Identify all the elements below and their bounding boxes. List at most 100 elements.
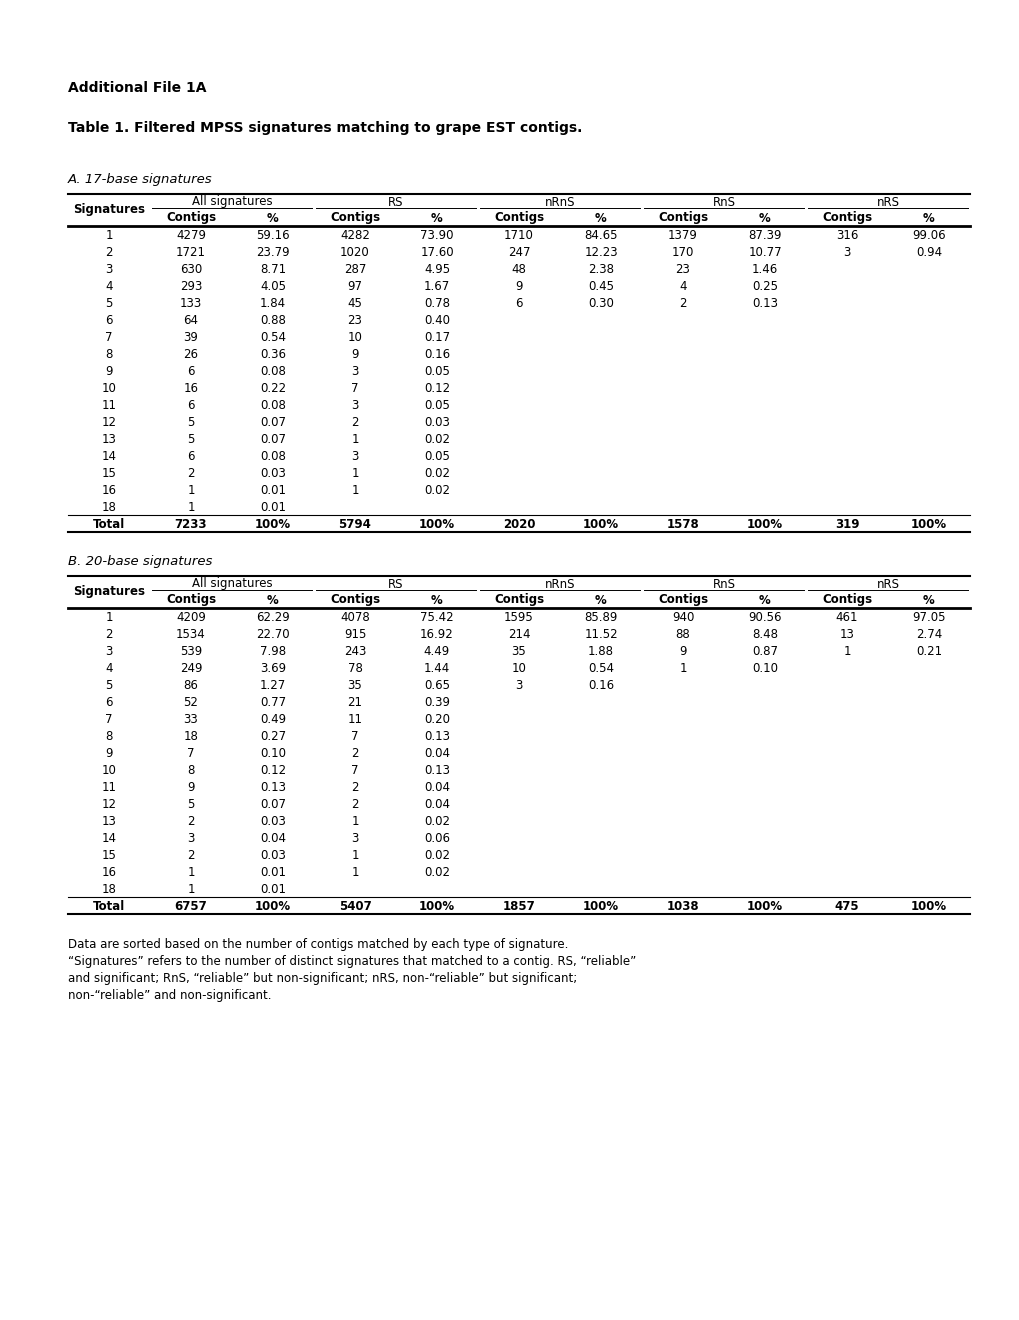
- Text: 11.52: 11.52: [584, 628, 618, 640]
- Text: 630: 630: [179, 263, 202, 276]
- Text: 0.54: 0.54: [587, 661, 613, 675]
- Text: RS: RS: [388, 578, 404, 590]
- Text: 4.05: 4.05: [260, 280, 285, 293]
- Text: 23: 23: [675, 263, 690, 276]
- Text: 0.13: 0.13: [260, 781, 285, 793]
- Text: 100%: 100%: [255, 517, 290, 531]
- Text: 10: 10: [347, 331, 362, 343]
- Text: 0.13: 0.13: [424, 764, 449, 777]
- Text: 12.23: 12.23: [584, 246, 618, 259]
- Text: 1: 1: [843, 645, 850, 657]
- Text: 2: 2: [187, 467, 195, 480]
- Text: 243: 243: [343, 645, 366, 657]
- Text: 4: 4: [105, 661, 113, 675]
- Text: 0.12: 0.12: [260, 764, 285, 777]
- Text: %: %: [431, 211, 442, 224]
- Text: Table 1. Filtered MPSS signatures matching to grape EST contigs.: Table 1. Filtered MPSS signatures matchi…: [68, 121, 582, 135]
- Text: 1: 1: [351, 849, 359, 862]
- Text: 87.39: 87.39: [748, 228, 781, 242]
- Text: 3: 3: [351, 450, 359, 463]
- Text: 1857: 1857: [502, 900, 535, 913]
- Text: 100%: 100%: [419, 900, 454, 913]
- Text: 3: 3: [105, 263, 112, 276]
- Text: 0.03: 0.03: [260, 467, 285, 480]
- Text: 1: 1: [105, 611, 113, 624]
- Text: Total: Total: [93, 517, 125, 531]
- Text: 7: 7: [351, 764, 359, 777]
- Text: 7.98: 7.98: [260, 645, 285, 657]
- Text: 1: 1: [679, 661, 686, 675]
- Text: 0.04: 0.04: [260, 832, 285, 845]
- Text: Data are sorted based on the number of contigs matched by each type of signature: Data are sorted based on the number of c…: [68, 939, 568, 950]
- Text: 287: 287: [343, 263, 366, 276]
- Text: 0.05: 0.05: [424, 364, 449, 378]
- Text: 100%: 100%: [910, 517, 946, 531]
- Text: %: %: [922, 594, 934, 606]
- Text: 100%: 100%: [583, 900, 619, 913]
- Text: 9: 9: [515, 280, 522, 293]
- Text: 214: 214: [507, 628, 530, 640]
- Text: nRS: nRS: [875, 195, 899, 209]
- Text: Contigs: Contigs: [493, 211, 543, 224]
- Text: 0.25: 0.25: [751, 280, 777, 293]
- Text: 0.21: 0.21: [915, 645, 942, 657]
- Text: RnS: RnS: [712, 195, 735, 209]
- Text: 0.17: 0.17: [424, 331, 449, 343]
- Text: Contigs: Contigs: [657, 594, 707, 606]
- Text: 18: 18: [102, 500, 116, 513]
- Text: 6: 6: [187, 450, 195, 463]
- Text: 4078: 4078: [339, 611, 370, 624]
- Text: 2.38: 2.38: [587, 263, 613, 276]
- Text: 0.01: 0.01: [260, 866, 285, 879]
- Text: 84.65: 84.65: [584, 228, 618, 242]
- Text: 0.02: 0.02: [424, 814, 449, 828]
- Text: 940: 940: [672, 611, 694, 624]
- Text: %: %: [594, 211, 606, 224]
- Text: 3: 3: [515, 678, 522, 692]
- Text: 1: 1: [351, 866, 359, 879]
- Text: 4209: 4209: [176, 611, 206, 624]
- Text: 4.95: 4.95: [424, 263, 449, 276]
- Text: 4.49: 4.49: [424, 645, 449, 657]
- Text: 8.71: 8.71: [260, 263, 285, 276]
- Text: 2020: 2020: [502, 517, 535, 531]
- Text: 1: 1: [351, 484, 359, 496]
- Text: 0.04: 0.04: [424, 781, 449, 793]
- Text: 8: 8: [105, 730, 112, 743]
- Text: 7233: 7233: [174, 517, 207, 531]
- Text: 0.39: 0.39: [424, 696, 449, 709]
- Text: 2: 2: [187, 849, 195, 862]
- Text: Total: Total: [93, 900, 125, 913]
- Text: 4279: 4279: [176, 228, 206, 242]
- Text: 33: 33: [183, 713, 198, 726]
- Text: 12: 12: [102, 416, 116, 429]
- Text: 23: 23: [347, 314, 362, 327]
- Text: 18: 18: [102, 883, 116, 896]
- Text: 0.30: 0.30: [588, 297, 613, 310]
- Text: 10: 10: [102, 764, 116, 777]
- Text: Contigs: Contigs: [329, 594, 380, 606]
- Text: 11: 11: [102, 399, 116, 412]
- Text: 0.08: 0.08: [260, 399, 285, 412]
- Text: 22.70: 22.70: [256, 628, 289, 640]
- Text: 1.27: 1.27: [260, 678, 286, 692]
- Text: 0.78: 0.78: [424, 297, 449, 310]
- Text: 4282: 4282: [339, 228, 370, 242]
- Text: 0.07: 0.07: [260, 416, 285, 429]
- Text: 73.90: 73.90: [420, 228, 453, 242]
- Text: 133: 133: [179, 297, 202, 310]
- Text: nRnS: nRnS: [544, 195, 575, 209]
- Text: 4: 4: [679, 280, 686, 293]
- Text: 1: 1: [351, 814, 359, 828]
- Text: 539: 539: [179, 645, 202, 657]
- Text: 2: 2: [679, 297, 686, 310]
- Text: 16.92: 16.92: [420, 628, 453, 640]
- Text: %: %: [431, 594, 442, 606]
- Text: 0.02: 0.02: [424, 484, 449, 496]
- Text: 15: 15: [102, 849, 116, 862]
- Text: 88: 88: [675, 628, 690, 640]
- Text: 97.05: 97.05: [911, 611, 945, 624]
- Text: RnS: RnS: [712, 578, 735, 590]
- Text: 0.07: 0.07: [260, 433, 285, 446]
- Text: 3: 3: [187, 832, 195, 845]
